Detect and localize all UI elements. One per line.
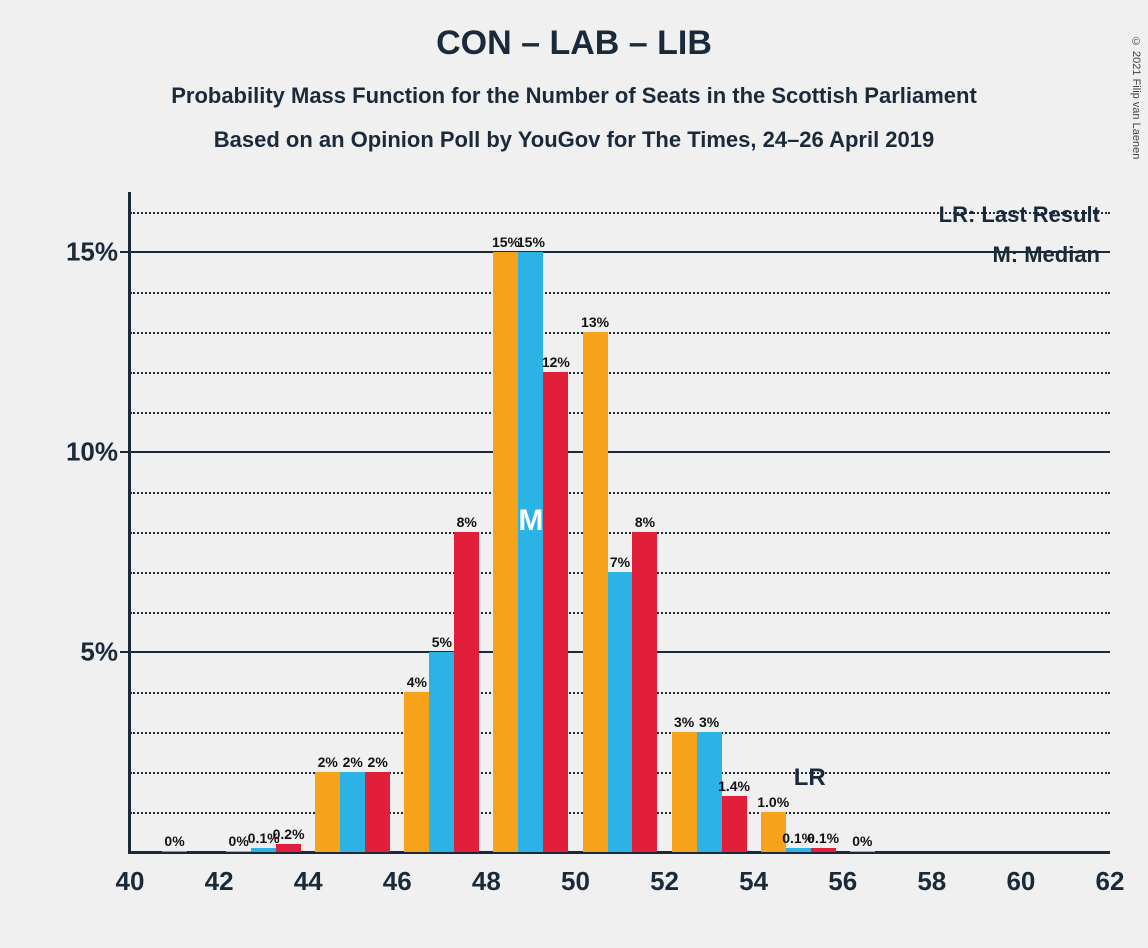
bar-value-label: 3% xyxy=(674,714,694,732)
bar: 0.1% xyxy=(251,848,276,852)
bar-value-label: 13% xyxy=(581,314,609,332)
x-tick-label: 40 xyxy=(116,852,145,897)
bar: 1.4% xyxy=(722,796,747,852)
chart-subtitle-2: Based on an Opinion Poll by YouGov for T… xyxy=(0,127,1148,153)
bar: 3% xyxy=(672,732,697,852)
legend-lr: LR: Last Result xyxy=(939,202,1100,228)
bar-value-label: 2% xyxy=(318,754,338,772)
x-tick-label: 62 xyxy=(1096,852,1125,897)
bar-value-label: 8% xyxy=(635,514,655,532)
bar-value-label: 8% xyxy=(457,514,477,532)
bar: 0.2% xyxy=(276,844,301,852)
last-result-marker: LR xyxy=(794,764,826,792)
bar-value-label: 7% xyxy=(610,554,630,572)
bar: 2% xyxy=(365,772,390,852)
bar: 0.1% xyxy=(786,848,811,852)
median-marker: M xyxy=(518,504,543,538)
y-tick xyxy=(120,451,130,453)
grid-minor xyxy=(130,532,1110,534)
x-tick-label: 42 xyxy=(205,852,234,897)
grid-major xyxy=(130,251,1110,253)
grid-minor xyxy=(130,292,1110,294)
bar: 8% xyxy=(632,532,657,852)
grid-minor xyxy=(130,372,1110,374)
x-tick-label: 58 xyxy=(917,852,946,897)
bar-value-label: 2% xyxy=(368,754,388,772)
bar-value-label: 2% xyxy=(343,754,363,772)
bar: 5% xyxy=(429,652,454,852)
grid-minor xyxy=(130,332,1110,334)
bar: 0% xyxy=(226,851,251,852)
bar: 0% xyxy=(162,851,187,852)
x-tick-label: 54 xyxy=(739,852,768,897)
grid-major xyxy=(130,451,1110,453)
legend-m: M: Median xyxy=(992,242,1100,268)
x-tick-label: 50 xyxy=(561,852,590,897)
x-tick-label: 48 xyxy=(472,852,501,897)
bar-value-label: 1.0% xyxy=(757,794,789,812)
bar: 12% xyxy=(543,372,568,852)
bar-value-label: 0% xyxy=(164,833,184,851)
bar-value-label: 5% xyxy=(432,634,452,652)
bar: 0% xyxy=(850,851,875,852)
bar: 2% xyxy=(315,772,340,852)
x-tick-label: 44 xyxy=(294,852,323,897)
bar-value-label: 0% xyxy=(852,833,872,851)
bar-value-label: 0.2% xyxy=(273,826,305,844)
x-tick-label: 60 xyxy=(1006,852,1035,897)
chart-title: CON – LAB – LIB xyxy=(0,24,1148,63)
bar: 7% xyxy=(608,572,633,852)
bar-value-label: 15% xyxy=(517,234,545,252)
bar-value-label: 3% xyxy=(699,714,719,732)
bar: 4% xyxy=(404,692,429,852)
x-tick-label: 56 xyxy=(828,852,857,897)
bar-value-label: 12% xyxy=(542,354,570,372)
y-tick xyxy=(120,251,130,253)
y-axis xyxy=(128,192,131,852)
y-tick xyxy=(120,651,130,653)
bar-value-label: 1.4% xyxy=(718,778,750,796)
bar: 15% xyxy=(493,252,518,852)
bar-value-label: 0% xyxy=(229,833,249,851)
grid-minor xyxy=(130,412,1110,414)
grid-minor xyxy=(130,492,1110,494)
copyright-text: © 2021 Filip van Laenen xyxy=(1130,36,1142,159)
bar: 15%M xyxy=(518,252,543,852)
x-tick-label: 52 xyxy=(650,852,679,897)
bar-value-label: 4% xyxy=(407,674,427,692)
x-tick-label: 46 xyxy=(383,852,412,897)
chart-subtitle-1: Probability Mass Function for the Number… xyxy=(0,83,1148,109)
bar: 2% xyxy=(340,772,365,852)
bar: 13% xyxy=(583,332,608,852)
bar-value-label: 0.1% xyxy=(807,830,839,848)
chart-plot-area: 5%10%15%4042444648505254565860620%0%0.1%… xyxy=(130,192,1110,852)
bar-value-label: 15% xyxy=(492,234,520,252)
bar: 8% xyxy=(454,532,479,852)
bar: 0.1% xyxy=(811,848,836,852)
